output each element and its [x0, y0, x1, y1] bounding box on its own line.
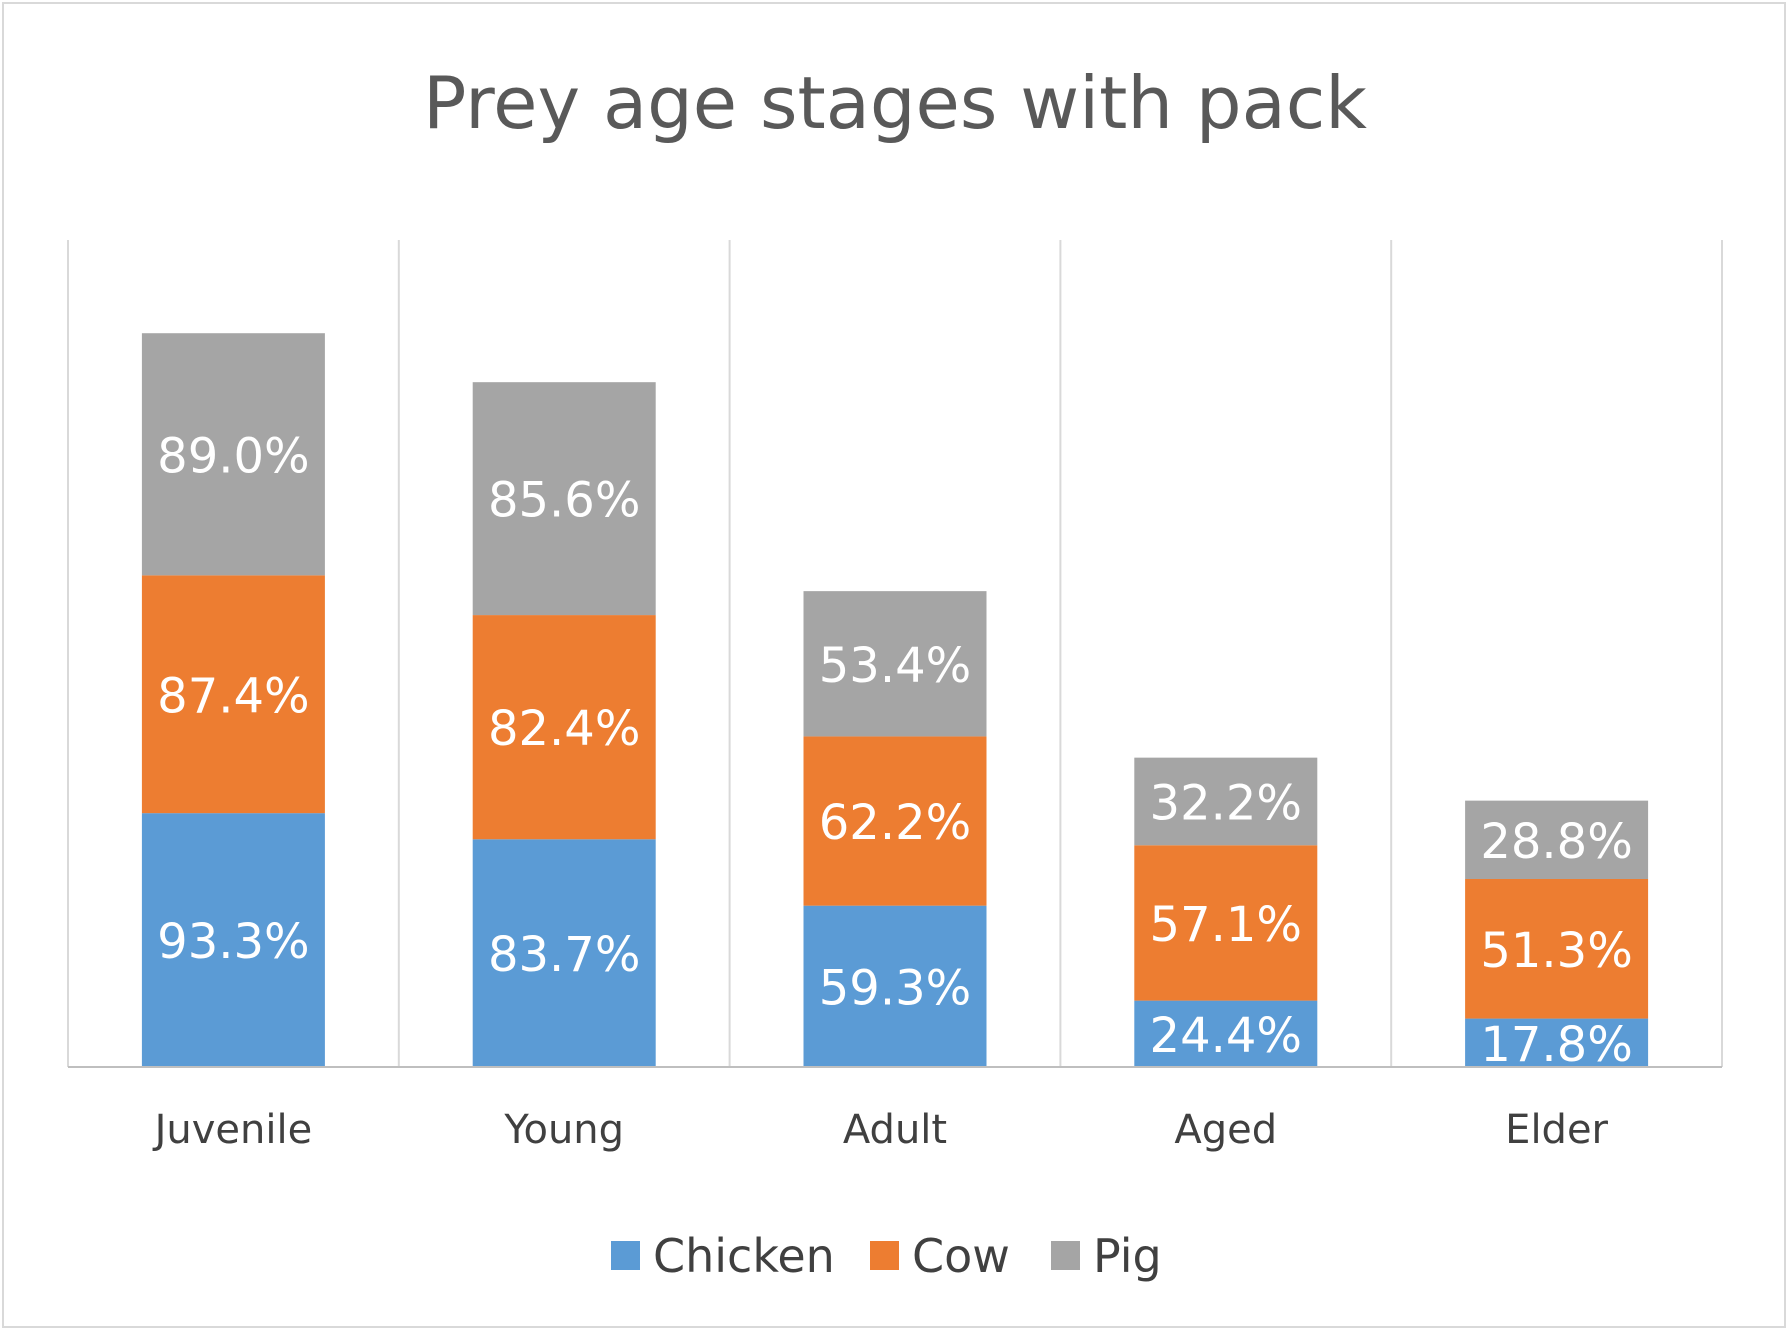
bar-chicken-elder: [1465, 1018, 1649, 1067]
bar-cow-elder: [1465, 878, 1649, 1019]
data-label: 83.7%: [488, 927, 640, 983]
x-axis: Juvenile Young Adult Aged Elder: [68, 1066, 1722, 1153]
category-gridlines: [67, 240, 1723, 1067]
data-labels: 93.3% 87.4% 89.0% 83.7% 82.4% 85.6% 59.3% 62.2%…: [157, 428, 1633, 1073]
bar-pig-adult: [803, 591, 987, 737]
category-label-young: Young: [503, 1107, 624, 1153]
bar-cow-adult: [803, 736, 987, 906]
bar-pig-elder: [1465, 800, 1649, 879]
data-label: 53.4%: [819, 638, 971, 694]
data-label: 93.3%: [157, 914, 309, 970]
chart-title: Prey age stages with pack: [423, 61, 1367, 145]
data-label: 57.1%: [1150, 897, 1302, 953]
data-label: 17.8%: [1480, 1017, 1632, 1073]
category-label-aged: Aged: [1174, 1107, 1277, 1153]
bar-cow-juvenile: [141, 575, 325, 814]
legend-label-chicken: Chicken: [653, 1229, 835, 1283]
data-label: 28.8%: [1480, 814, 1632, 870]
data-label: 51.3%: [1480, 923, 1632, 979]
bar-pig-aged: [1134, 757, 1318, 846]
legend: Chicken Cow Pig: [611, 1229, 1162, 1283]
legend-label-cow: Cow: [912, 1229, 1010, 1283]
category-label-juvenile: Juvenile: [152, 1107, 313, 1153]
bar-cow-aged: [1134, 845, 1318, 1001]
bar-chicken-juvenile: [141, 813, 325, 1067]
category-label-adult: Adult: [843, 1107, 947, 1153]
data-label: 62.2%: [819, 795, 971, 851]
bar-chicken-young: [472, 839, 656, 1067]
legend-swatch-cow: [870, 1241, 899, 1270]
data-label: 82.4%: [488, 701, 640, 757]
data-label: 87.4%: [157, 668, 309, 724]
bar-chicken-aged: [1134, 1000, 1318, 1067]
category-label-elder: Elder: [1505, 1107, 1608, 1153]
data-label: 24.4%: [1150, 1008, 1302, 1064]
data-label: 89.0%: [157, 428, 309, 484]
data-label: 59.3%: [819, 960, 971, 1016]
bar-chicken-adult: [803, 905, 987, 1067]
data-label: 85.6%: [488, 473, 640, 529]
bars: [141, 333, 1649, 1067]
legend-swatch-chicken: [611, 1241, 640, 1270]
data-label: 32.2%: [1150, 775, 1302, 831]
legend-swatch-pig: [1051, 1241, 1080, 1270]
legend-label-pig: Pig: [1093, 1229, 1162, 1283]
bar-cow-young: [472, 615, 656, 840]
bar-pig-young: [472, 382, 656, 616]
bar-pig-juvenile: [141, 333, 325, 576]
